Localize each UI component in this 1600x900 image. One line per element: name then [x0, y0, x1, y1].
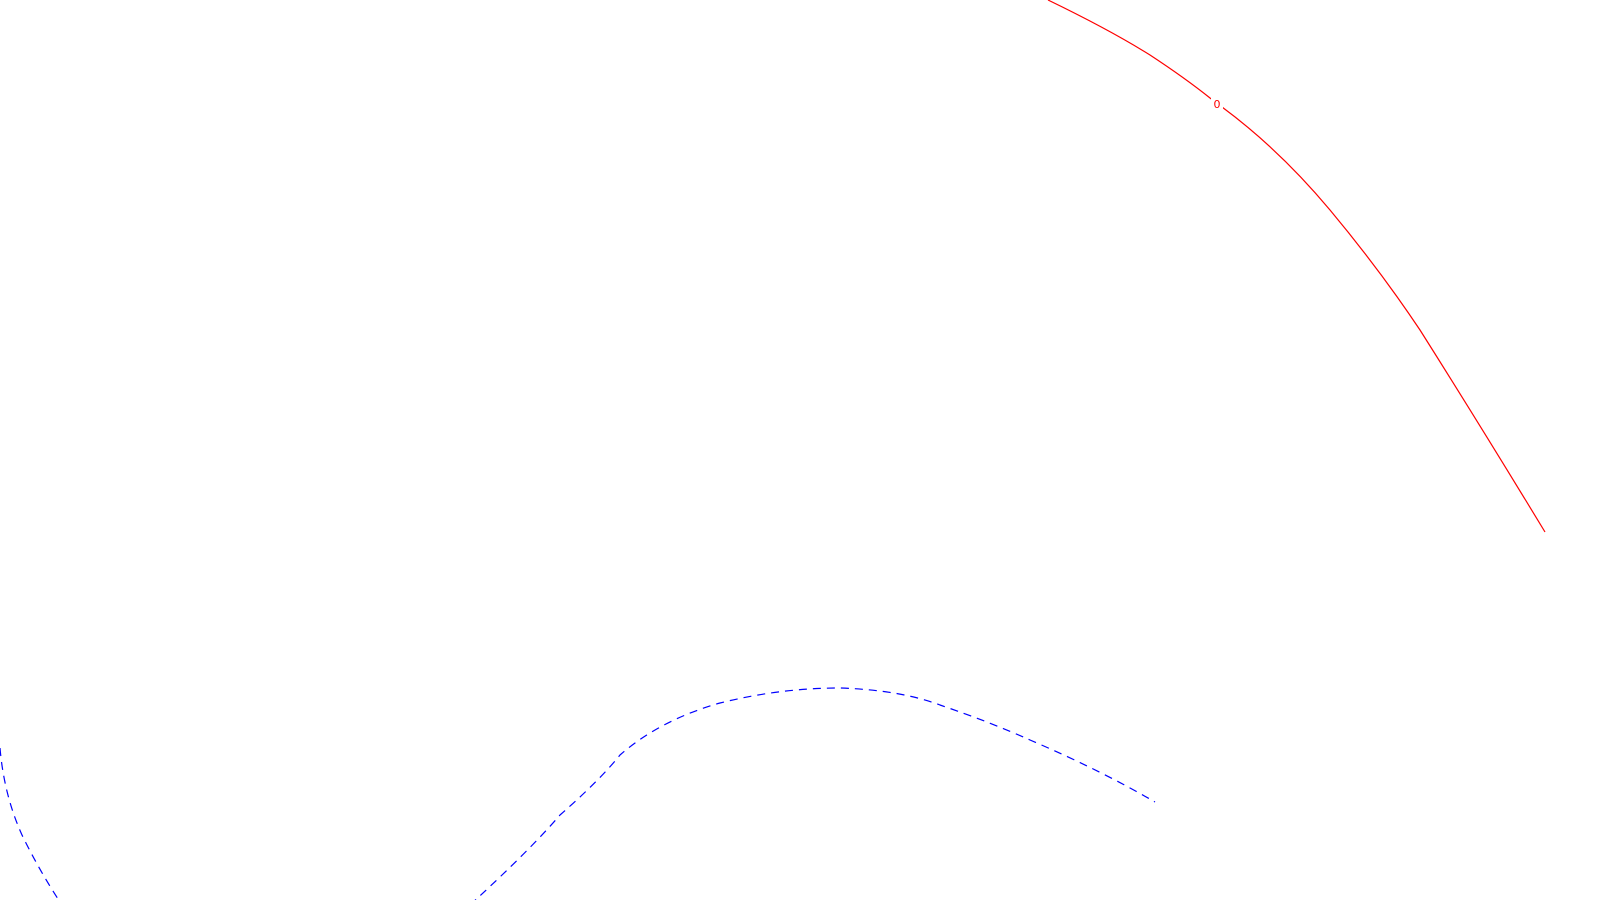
contour-label-bg [1211, 96, 1223, 110]
dashed-contour-line [474, 687, 1156, 900]
solid-contour-line [1047, 0, 1546, 533]
dashed-contour-line-left [0, 747, 60, 900]
contour-label: 0 [1214, 98, 1221, 111]
